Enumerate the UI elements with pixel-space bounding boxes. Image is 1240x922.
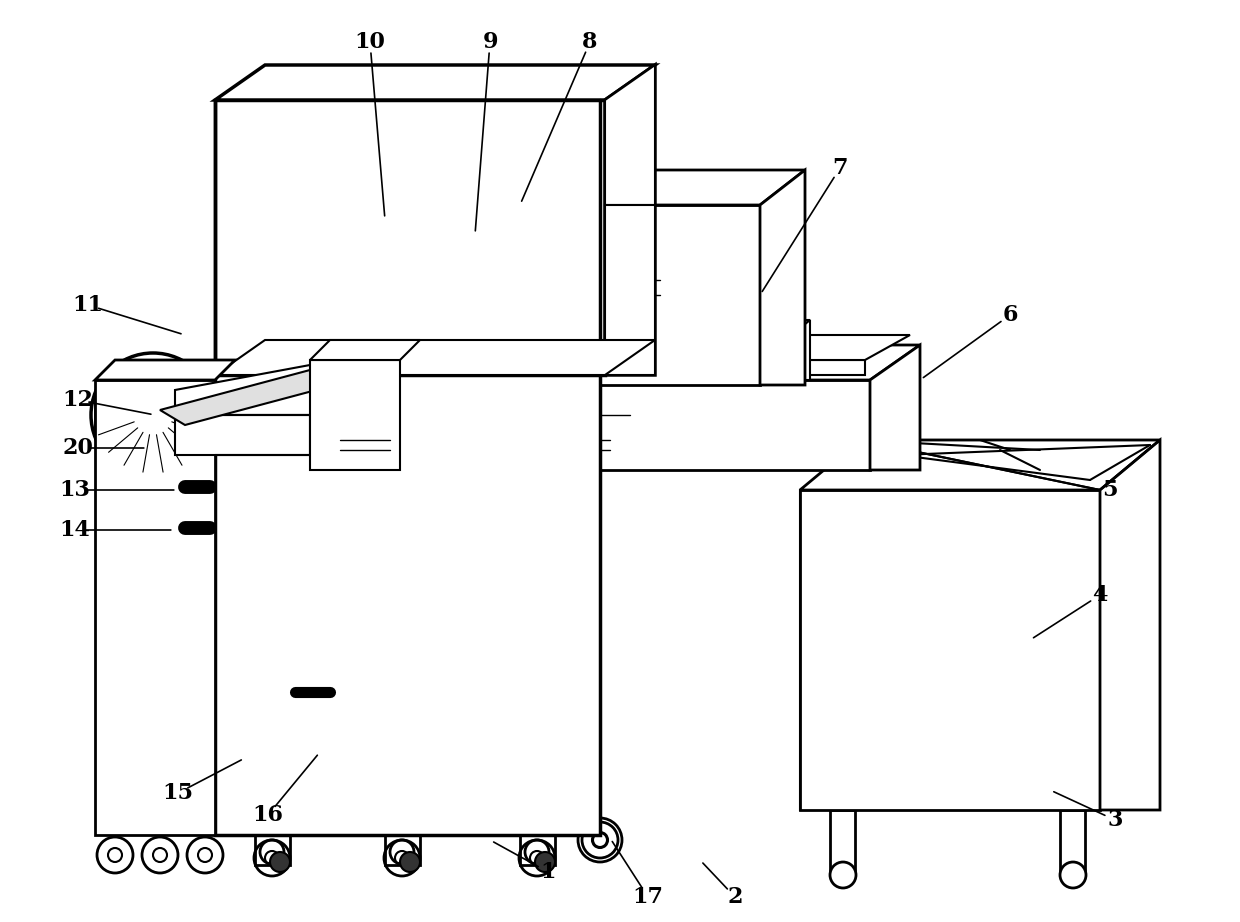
Bar (224, 115, 391, 235)
Polygon shape (800, 440, 1159, 490)
Text: 13: 13 (60, 479, 91, 501)
Circle shape (401, 852, 420, 872)
Text: 1: 1 (541, 861, 556, 883)
Text: 3: 3 (1107, 809, 1122, 831)
Polygon shape (689, 345, 780, 380)
Polygon shape (310, 340, 420, 360)
Bar (425, 125, 575, 240)
Bar (810, 520, 1080, 770)
Bar (830, 810, 856, 875)
Text: 12: 12 (62, 389, 93, 411)
Text: 17: 17 (632, 886, 663, 908)
Text: 15: 15 (162, 782, 193, 804)
Bar (450, 250, 539, 290)
Text: 6: 6 (1002, 304, 1018, 326)
Polygon shape (689, 320, 810, 345)
Polygon shape (870, 345, 920, 470)
Polygon shape (551, 380, 870, 470)
Polygon shape (175, 415, 310, 455)
Polygon shape (215, 375, 600, 835)
Polygon shape (215, 100, 605, 375)
Text: 7: 7 (832, 157, 848, 179)
Bar (460, 245, 490, 260)
Polygon shape (600, 205, 760, 385)
Bar (415, 115, 585, 250)
Circle shape (534, 852, 556, 872)
Text: 4: 4 (1092, 584, 1107, 606)
Bar (560, 395, 630, 413)
Bar (880, 635, 1011, 657)
Bar (800, 490, 815, 810)
Polygon shape (780, 320, 810, 380)
Text: 11: 11 (72, 294, 103, 316)
Bar (95, 393, 130, 438)
Polygon shape (600, 170, 805, 205)
Text: 10: 10 (355, 31, 386, 53)
Bar (255, 830, 290, 865)
Circle shape (270, 852, 290, 872)
Polygon shape (215, 340, 655, 375)
Text: 8: 8 (583, 31, 598, 53)
Polygon shape (310, 360, 401, 470)
Polygon shape (95, 360, 236, 380)
Bar (1060, 810, 1085, 875)
Polygon shape (215, 65, 655, 100)
Bar (384, 830, 420, 865)
Text: 20: 20 (62, 437, 93, 459)
Polygon shape (605, 65, 655, 205)
Polygon shape (175, 365, 335, 415)
Circle shape (830, 862, 856, 888)
Bar (520, 830, 556, 865)
Text: 5: 5 (1102, 479, 1117, 501)
Polygon shape (160, 370, 335, 425)
Circle shape (1060, 862, 1086, 888)
Bar (500, 245, 525, 260)
Polygon shape (556, 360, 866, 375)
Polygon shape (605, 65, 655, 375)
Polygon shape (556, 335, 910, 360)
Circle shape (283, 680, 308, 704)
Text: 9: 9 (482, 31, 497, 53)
Polygon shape (1100, 440, 1159, 810)
Polygon shape (551, 345, 920, 380)
Polygon shape (95, 380, 215, 835)
Text: 16: 16 (253, 804, 284, 826)
Polygon shape (800, 490, 1100, 810)
Text: 2: 2 (727, 886, 743, 908)
Polygon shape (760, 170, 805, 385)
Text: 14: 14 (60, 519, 91, 541)
Polygon shape (605, 205, 655, 375)
